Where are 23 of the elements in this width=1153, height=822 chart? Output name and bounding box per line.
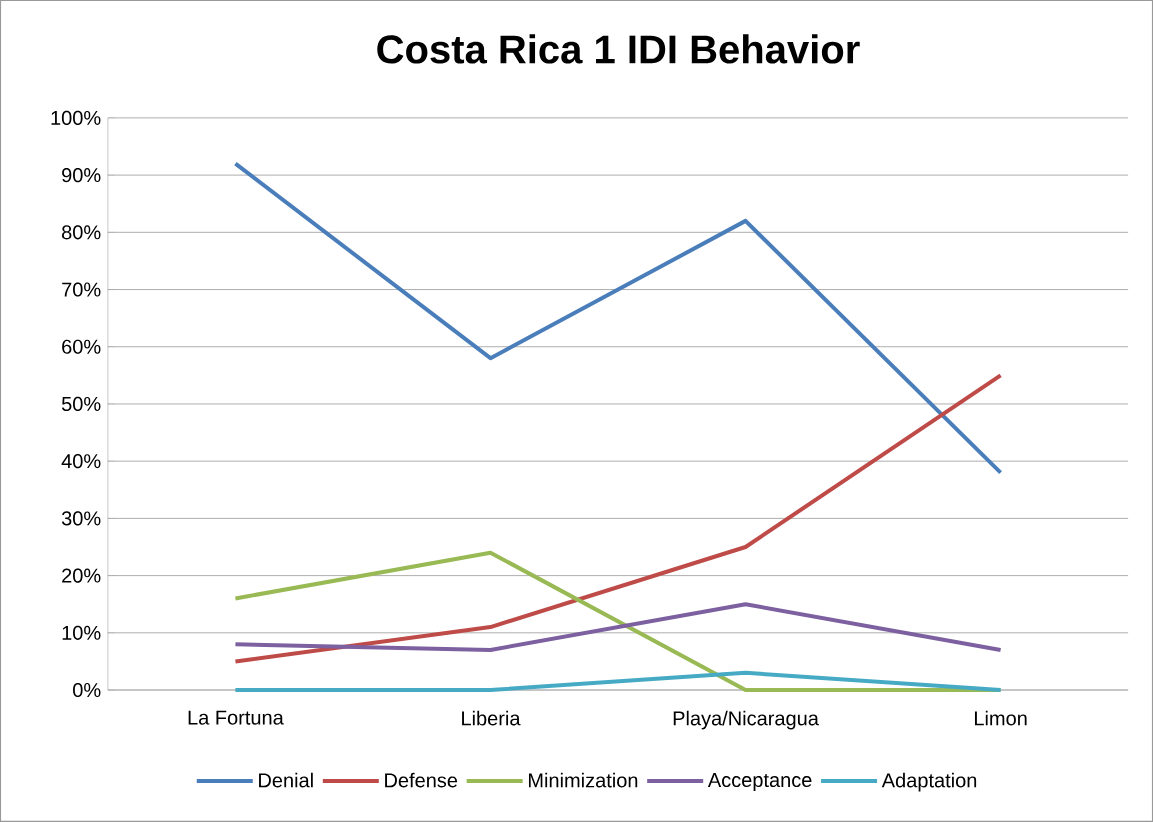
y-tick-label: 0%: [73, 682, 101, 698]
y-tick-label: 90%: [62, 168, 101, 183]
legend-label: Defense: [385, 772, 458, 788]
y-tick-label: 30%: [61, 511, 101, 526]
x-tick-label: Limon: [974, 710, 1027, 726]
y-tick-label: 60%: [62, 339, 101, 354]
chart-title: Costa Rica 1 IDI Behavior: [377, 34, 860, 64]
y-tick-label: 80%: [62, 225, 101, 240]
line-series: [233, 373, 1003, 664]
y-tick-label: 70%: [62, 282, 101, 297]
x-tick-label: Playa/Nicaragua: [673, 710, 819, 730]
x-tick-label: Liberia: [462, 710, 521, 726]
line-series: [233, 161, 1003, 475]
legend-label: Minimization: [528, 772, 638, 788]
legend-label: Adaptation: [881, 772, 977, 792]
y-tick-label: 10%: [62, 625, 101, 640]
x-tick-label: La Fortuna: [188, 710, 284, 725]
legend-label: Acceptance: [707, 773, 812, 792]
y-tick-label: 100%: [51, 110, 101, 125]
legend-label: Denial: [259, 772, 313, 788]
y-tick-label: 50%: [61, 396, 101, 412]
y-tick-label: 20%: [62, 568, 101, 583]
y-tick-label: 40%: [61, 454, 101, 469]
